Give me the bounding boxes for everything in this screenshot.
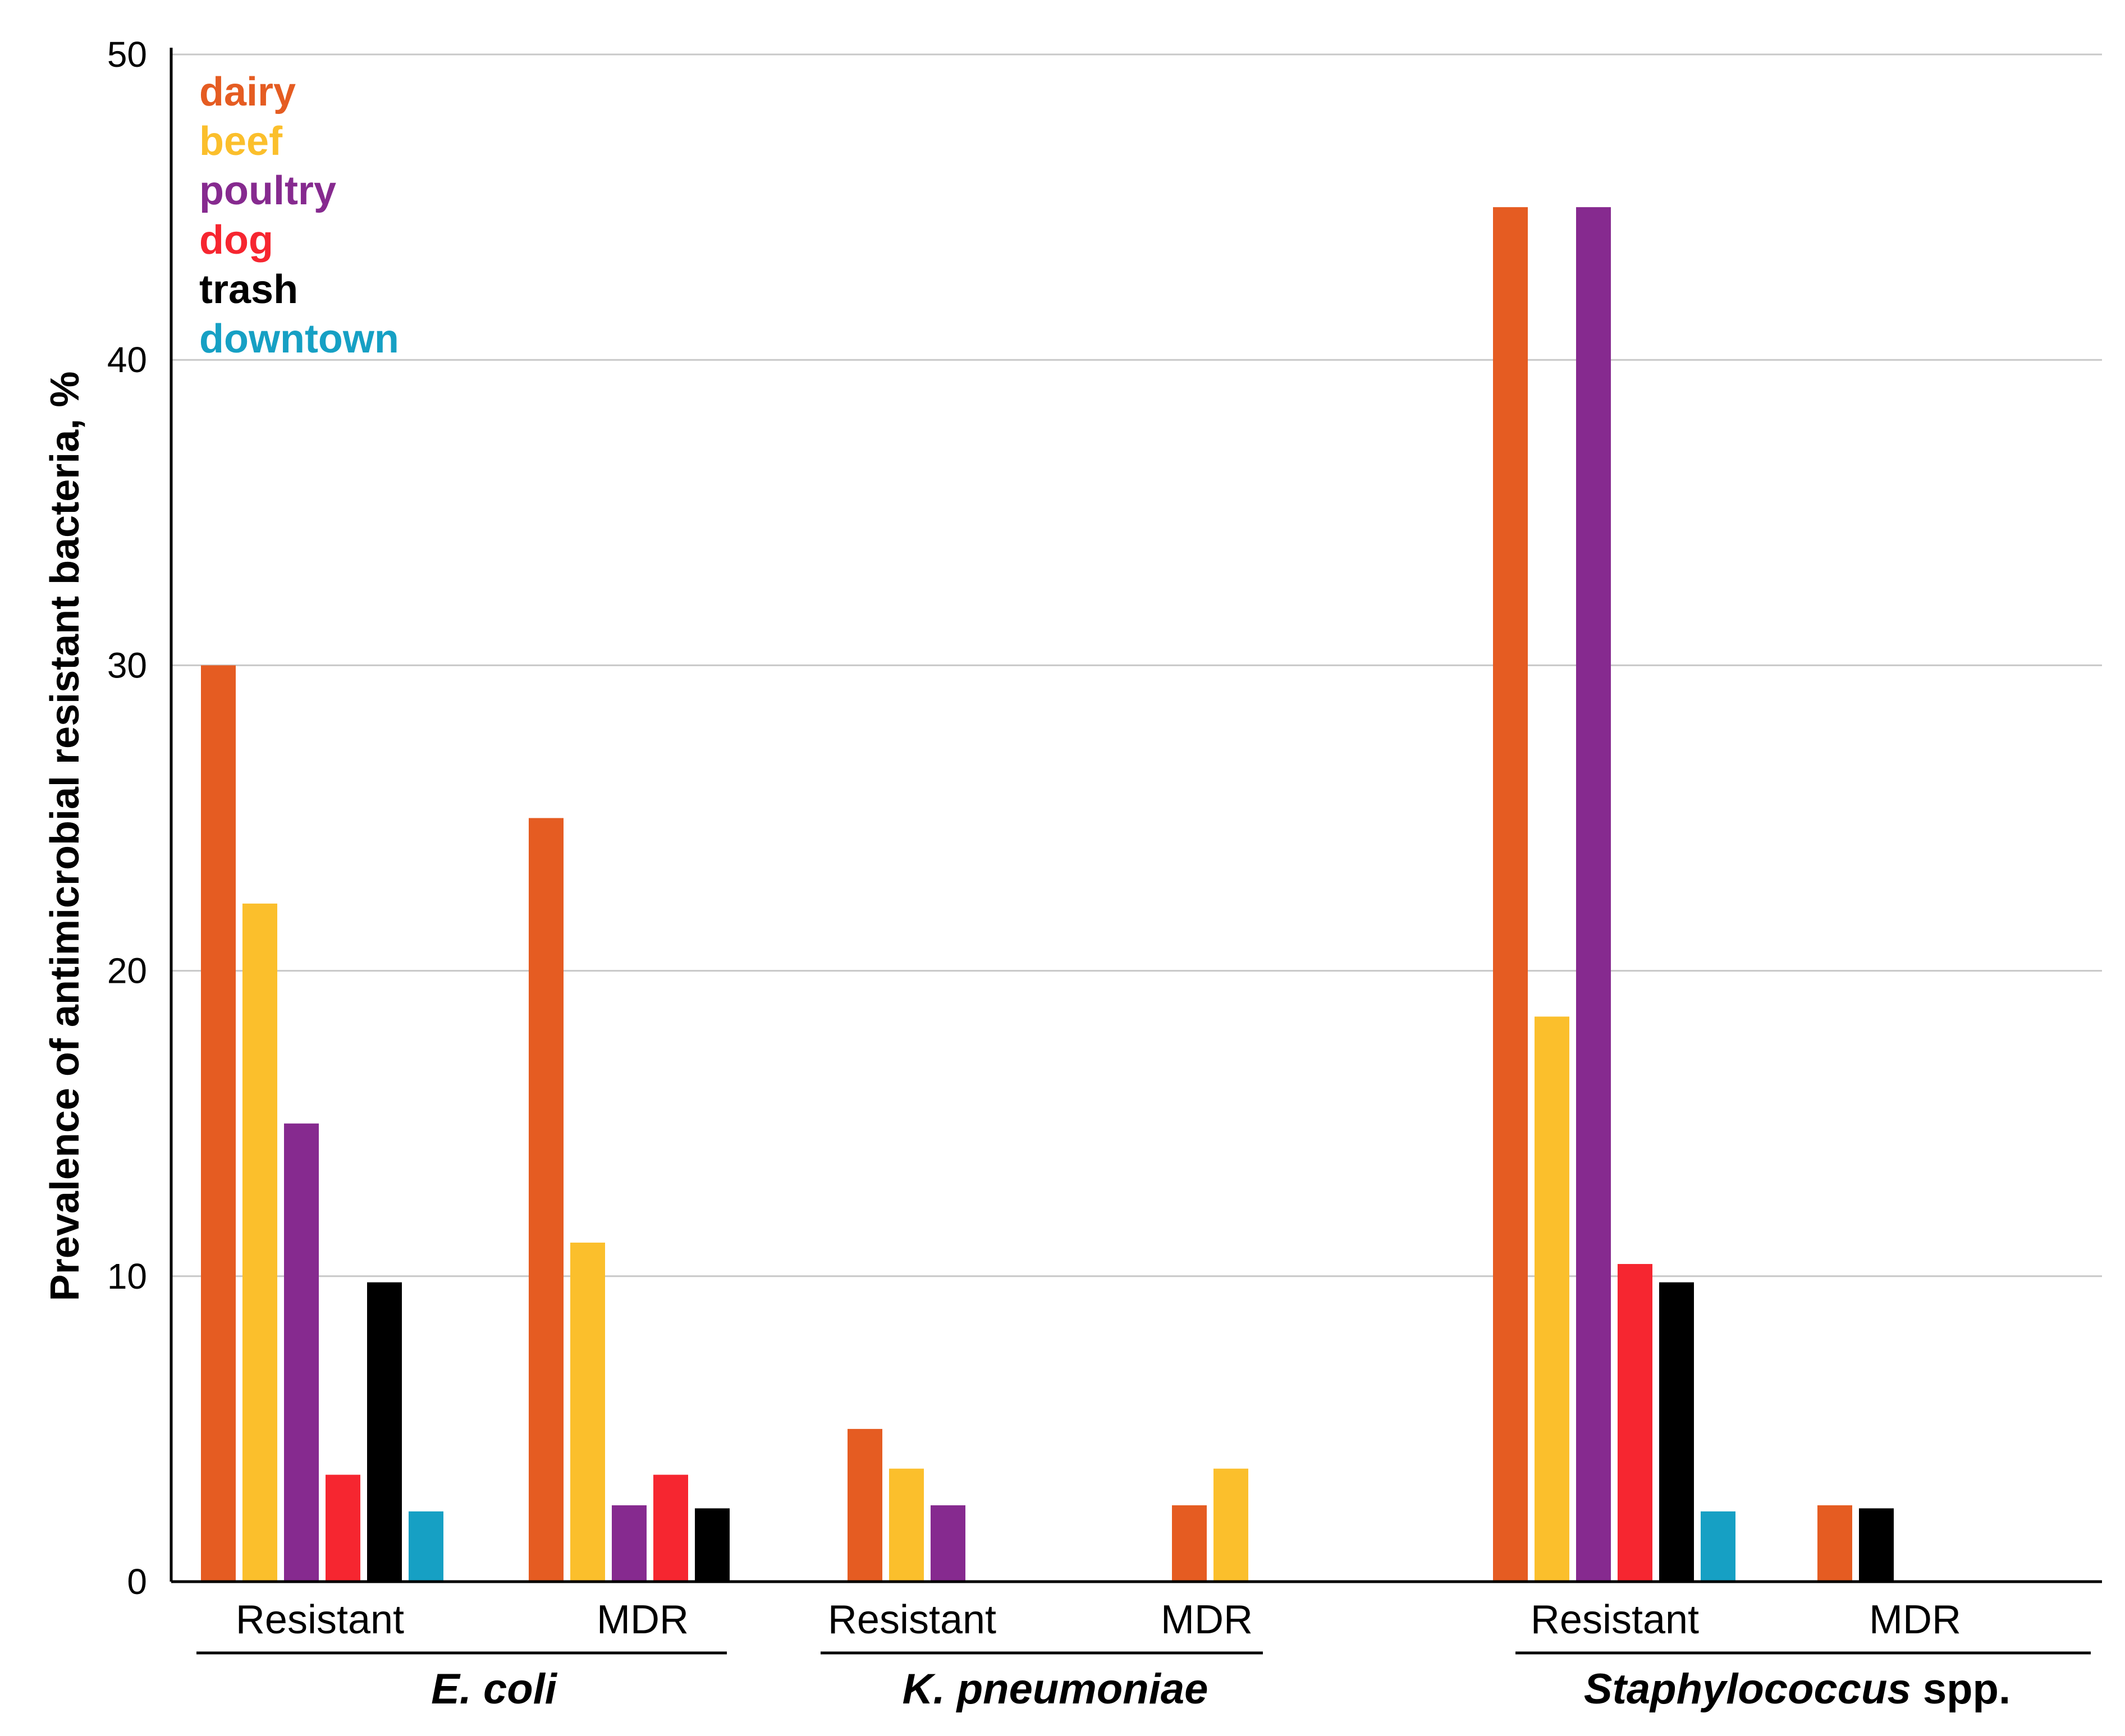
bar-e-coli-mdr-dog bbox=[653, 1474, 688, 1582]
y-tick-labels: 0 10 20 30 40 50 bbox=[107, 34, 147, 1602]
bar-e-coli-mdr-dairy bbox=[529, 818, 564, 1582]
bar-staphylococcus-spp--resistant-downtown bbox=[1701, 1511, 1735, 1582]
bar-staphylococcus-spp--resistant-poultry bbox=[1576, 207, 1611, 1582]
bar-k-pneumoniae-resistant-poultry bbox=[931, 1505, 965, 1582]
bar-staphylococcus-spp--resistant-dog bbox=[1618, 1264, 1652, 1582]
bar-k-pneumoniae-mdr-dairy bbox=[1172, 1505, 1207, 1582]
bar-e-coli-mdr-beef bbox=[570, 1242, 605, 1582]
bar-e-coli-resistant-dairy bbox=[201, 665, 236, 1582]
group-label-italic: K. pneumoniae bbox=[903, 1665, 1208, 1713]
group-label-italic: E. coli bbox=[431, 1665, 558, 1713]
bars bbox=[201, 207, 1894, 1582]
y-tick-label-40: 40 bbox=[107, 340, 147, 380]
category-label-mdr: MDR bbox=[1161, 1597, 1253, 1642]
bar-staphylococcus-spp--mdr-trash bbox=[1859, 1508, 1894, 1582]
category-label-resistant: Resistant bbox=[1531, 1597, 1699, 1642]
y-tick-label-30: 30 bbox=[107, 645, 147, 685]
bar-k-pneumoniae-mdr-beef bbox=[1213, 1468, 1248, 1582]
bar-k-pneumoniae-resistant-beef bbox=[889, 1468, 924, 1582]
bar-e-coli-resistant-trash bbox=[367, 1282, 402, 1582]
legend-item-dairy: dairy bbox=[199, 70, 296, 114]
x-category-labels: Resistant MDR E. coli Resistant MDR K. pneumo… bbox=[196, 1597, 2091, 1713]
group-label-italic: Staphylococcus bbox=[1584, 1665, 1911, 1713]
legend-item-trash: trash bbox=[199, 267, 298, 312]
legend-item-poultry: poultry bbox=[199, 168, 336, 213]
axes bbox=[170, 48, 2102, 1583]
gridlines bbox=[171, 53, 2102, 1277]
y-tick-label-0: 0 bbox=[127, 1561, 147, 1602]
y-axis-label: Prevalence of antimicrobial resistant ba… bbox=[43, 372, 88, 1302]
group-label-2: Staphylococcus spp. bbox=[1584, 1665, 2010, 1713]
bar-e-coli-resistant-dog bbox=[326, 1474, 360, 1582]
bar-staphylococcus-spp--resistant-dairy bbox=[1493, 207, 1528, 1582]
group-label-0: E. coli bbox=[431, 1665, 558, 1713]
category-label-mdr: MDR bbox=[1869, 1597, 1961, 1642]
category-label-resistant: Resistant bbox=[236, 1597, 404, 1642]
group-label-1: K. pneumoniae bbox=[903, 1665, 1208, 1713]
bar-e-coli-mdr-trash bbox=[695, 1508, 730, 1582]
legend-item-downtown: downtown bbox=[199, 317, 399, 361]
y-tick-label-20: 20 bbox=[107, 951, 147, 991]
bar-k-pneumoniae-resistant-dairy bbox=[848, 1428, 882, 1582]
bar-e-coli-resistant-downtown bbox=[409, 1511, 443, 1582]
bar-staphylococcus-spp--resistant-beef bbox=[1535, 1016, 1569, 1582]
legend-item-beef: beef bbox=[199, 119, 283, 164]
bar-staphylococcus-spp--mdr-dairy bbox=[1817, 1505, 1852, 1582]
y-tick-label-10: 10 bbox=[107, 1256, 147, 1297]
category-label-resistant: Resistant bbox=[828, 1597, 996, 1642]
bar-e-coli-resistant-poultry bbox=[284, 1123, 319, 1582]
category-label-mdr: MDR bbox=[597, 1597, 689, 1642]
legend-item-dog: dog bbox=[199, 218, 273, 263]
y-tick-label-50: 50 bbox=[107, 34, 147, 75]
bar-e-coli-mdr-poultry bbox=[612, 1505, 647, 1582]
group-label-plain: spp. bbox=[1911, 1665, 2010, 1713]
bar-e-coli-resistant-beef bbox=[242, 903, 277, 1582]
bar-staphylococcus-spp--resistant-trash bbox=[1659, 1282, 1694, 1582]
